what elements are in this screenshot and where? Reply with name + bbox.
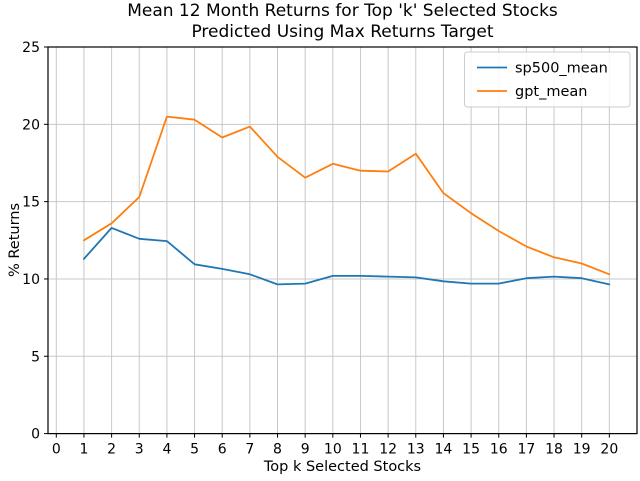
series-line-sp500_mean [83,226,611,286]
x-tick-label: 2 [107,442,116,458]
legend-box [464,51,631,108]
x-tick-label: 16 [490,442,508,458]
y-tick-label: 20 [22,117,40,133]
axis-ticks: 0 1 2 3 4 5 6 7 8 9 10 11 12 13 14 15 16 17 18 19 2005101520… [22,40,618,458]
x-tick-label: 19 [573,442,591,458]
legend-label-sp500_mean: sp500_mean [515,61,608,77]
x-tick-label: 6 [218,442,227,458]
x-tick-label: 11 [352,442,370,458]
x-tick-label: 0 [52,442,61,458]
x-tick-label: 1 [79,442,88,458]
x-tick-label: 14 [435,442,453,458]
x-tick-label: 17 [517,442,535,458]
x-tick-label: 3 [135,442,144,458]
plot-border [47,46,638,435]
x-tick-label: 20 [600,442,618,458]
x-tick-label: 15 [462,442,480,458]
x-tick-label: 8 [273,442,282,458]
x-tick-label: 18 [545,442,563,458]
y-tick-label: 0 [31,427,40,443]
x-tick-label: 7 [245,442,254,458]
x-axis-label: Top k Selected Stocks [263,459,422,475]
y-tick-label: 10 [22,272,40,288]
x-tick-label: 9 [301,442,310,458]
x-tick-label: 4 [162,442,171,458]
chart-title-line1: Mean 12 Month Returns for Top 'k' Select… [127,1,558,21]
x-tick-label: 13 [407,442,425,458]
y-tick-label: 25 [22,40,40,56]
chart-title: Mean 12 Month Returns for Top 'k' Select… [48,1,637,43]
y-tick-label: 15 [22,195,40,211]
x-tick-label: 10 [324,442,342,458]
x-tick-label: 5 [190,442,199,458]
legend-label-gpt_mean: gpt_mean [515,84,587,100]
y-axis-label: % Returns [7,202,23,278]
series-line-gpt_mean [83,115,611,276]
x-tick-label: 12 [379,442,397,458]
y-tick-label: 5 [31,349,40,365]
legend: sp500_mean gpt_mean [464,51,631,108]
chart-title-line2: Predicted Using Max Returns Target [191,22,494,42]
